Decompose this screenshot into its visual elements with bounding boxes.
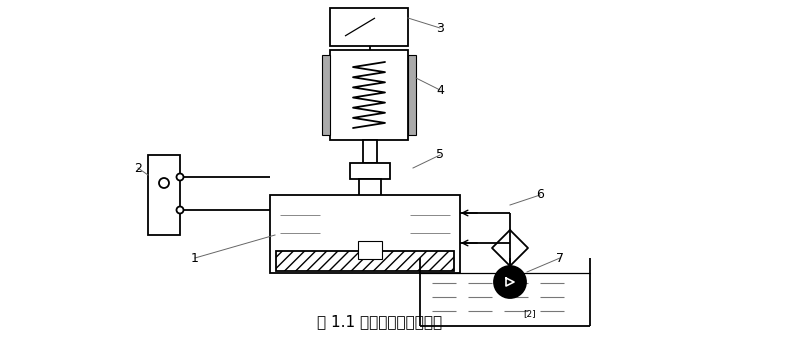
Bar [330,50,408,140]
Text: 图 1.1 电火花加工基本原理: 图 1.1 电火花加工基本原理 [317,314,443,330]
Circle shape [494,266,526,298]
Bar [322,55,330,135]
Text: 5: 5 [436,148,444,162]
Text: 2: 2 [134,162,142,174]
Text: 1: 1 [191,251,199,265]
Bar [408,55,416,135]
Bar [148,155,180,235]
Text: 4: 4 [436,83,444,97]
Bar [359,179,381,209]
Circle shape [159,178,169,188]
Bar [363,140,377,163]
Text: 3: 3 [436,22,444,34]
Circle shape [177,173,183,180]
Bar [270,195,460,273]
Text: [2]: [2] [524,310,536,318]
Text: 6: 6 [536,189,544,201]
Bar [276,251,454,271]
Circle shape [177,207,183,214]
Bar [330,8,408,46]
Bar [358,241,382,259]
Text: 7: 7 [556,251,564,265]
Bar [350,163,390,179]
